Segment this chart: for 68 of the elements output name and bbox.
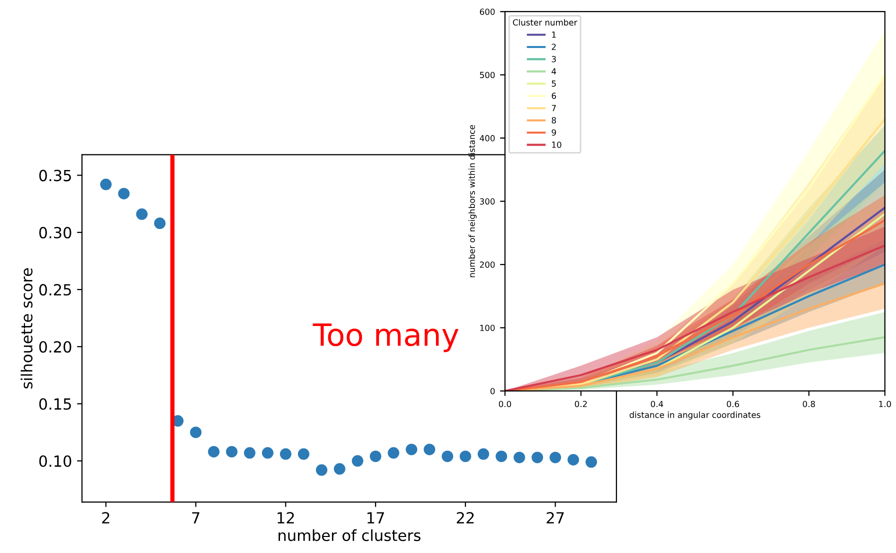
y-tick-label: 200: [480, 262, 495, 268]
point: [387, 446, 400, 460]
y-tick-label: 0.20: [39, 341, 72, 353]
point: [99, 178, 112, 191]
x-tick-label: 2: [102, 512, 110, 524]
y-tick-label: 100: [480, 324, 495, 332]
legend-label: 10: [552, 142, 562, 148]
x-tick-label: 12: [278, 512, 294, 524]
x-tick-label: 1.0: [879, 400, 891, 408]
point: [117, 187, 130, 200]
point: [207, 445, 220, 458]
point: [351, 454, 364, 468]
x-tick-label: 0.8: [802, 400, 815, 408]
legend-label: 8: [552, 117, 556, 124]
y-axis-title: number of neighbors within distance: [468, 125, 477, 278]
point: [261, 446, 274, 460]
y-tick-label: 0.35: [39, 170, 71, 182]
x-tick-label: 17: [368, 512, 384, 524]
legend-label: 2: [552, 44, 556, 50]
y-tick-label: 300: [480, 198, 495, 205]
y-tick-label: 600: [480, 8, 495, 15]
point: [333, 462, 346, 476]
point: [243, 446, 256, 460]
legend-label: 1: [552, 32, 556, 38]
x-tick-label: 0.2: [574, 400, 587, 408]
y-tick-label: 0.30: [39, 226, 72, 238]
legend-label: 4: [552, 68, 556, 74]
x-tick-label: 0.4: [650, 400, 664, 408]
x-tick-label: 7: [192, 512, 200, 524]
point: [225, 445, 238, 458]
point: [315, 464, 328, 476]
x-tick-label: 22: [456, 512, 474, 524]
y-tick-label: 0.15: [39, 398, 71, 410]
point: [566, 453, 580, 466]
point: [297, 448, 310, 460]
point: [153, 216, 166, 230]
point: [494, 450, 508, 463]
point: [369, 450, 382, 463]
point: [423, 443, 436, 456]
point: [458, 450, 472, 463]
y-tick-label: 0: [490, 388, 495, 394]
x-tick-label: 0.6: [726, 400, 740, 408]
legend-label: 7: [552, 104, 556, 112]
point: [530, 451, 544, 464]
x-axis-title: distance in angular coordinates: [630, 412, 760, 420]
annotation: Too many: [312, 323, 458, 352]
point: [405, 443, 418, 456]
y-tick-label: 0.10: [39, 455, 72, 467]
legend-label: 3: [552, 56, 556, 62]
point: [476, 448, 490, 460]
point: [512, 451, 526, 464]
x-axis-title: number of clusters: [278, 529, 420, 542]
y-tick-label: 400: [480, 135, 495, 142]
x-tick-label: 27: [546, 512, 564, 524]
y-tick-label: 0.25: [39, 284, 71, 296]
point: [441, 450, 454, 463]
legend-label: 6: [552, 92, 556, 99]
legend-title: Cluster number: [512, 19, 578, 26]
y-tick-label: 500: [480, 72, 495, 78]
point: [279, 448, 292, 460]
y-axis-title: silhouette score: [20, 268, 33, 388]
x-tick-label: 0.0: [498, 400, 512, 408]
point: [584, 456, 598, 468]
point: [189, 426, 202, 439]
point: [135, 208, 148, 221]
legend-label: 5: [552, 80, 556, 87]
legend-label: 9: [552, 129, 556, 136]
point: [548, 451, 562, 464]
